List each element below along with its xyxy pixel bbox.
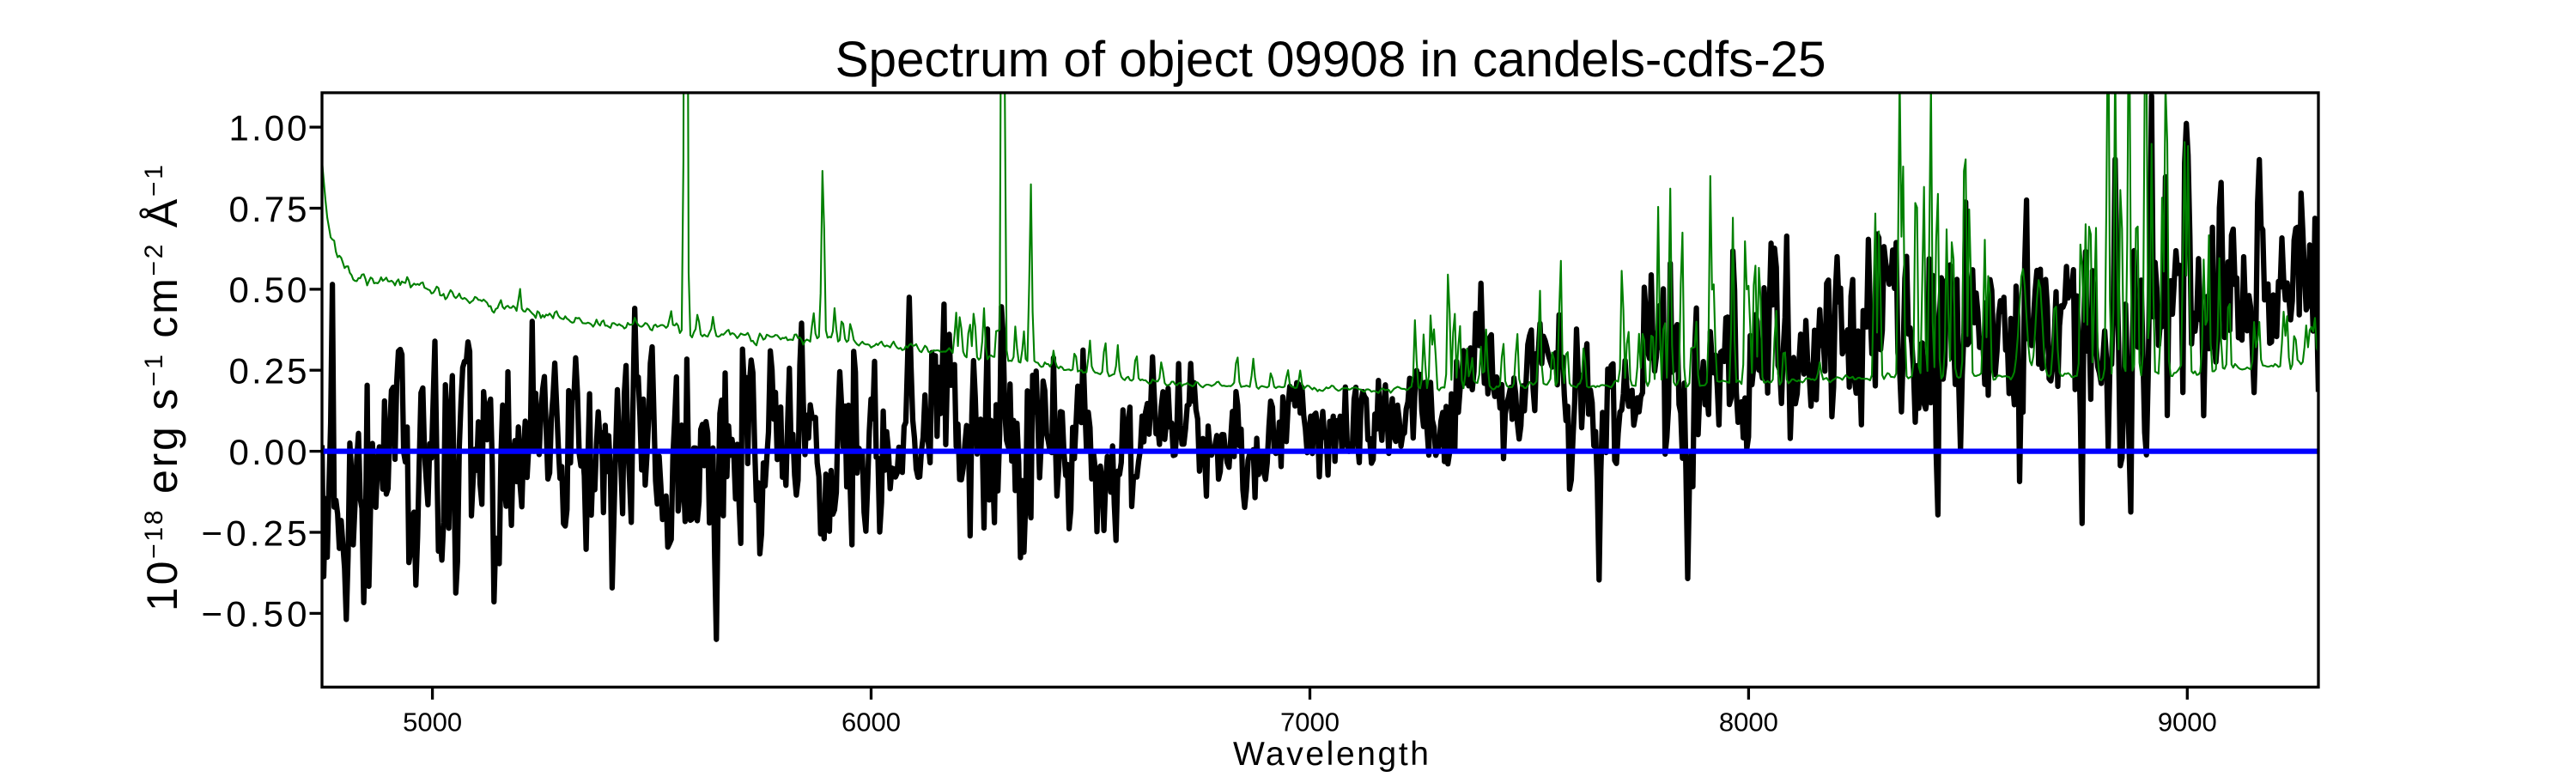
svg-text:7000: 7000 [1280,707,1340,738]
svg-text:−0.50: −0.50 [202,594,307,634]
svg-text:−0.25: −0.25 [202,513,307,553]
svg-text:6000: 6000 [841,707,901,738]
svg-text:0.00: 0.00 [229,432,307,472]
svg-text:10−18 erg s−1 cm−2 Å−1: 10−18 erg s−1 cm−2 Å−1 [138,165,186,611]
svg-text:1.00: 1.00 [229,107,307,148]
svg-text:5000: 5000 [403,707,462,738]
svg-text:0.25: 0.25 [229,351,307,392]
svg-text:9000: 9000 [2158,707,2217,738]
svg-text:0.75: 0.75 [229,189,307,229]
svg-text:Spectrum of object 09908 in ca: Spectrum of object 09908 in candels-cdfs… [835,32,1826,88]
svg-text:Wavelength: Wavelength [1233,736,1429,773]
svg-text:8000: 8000 [1719,707,1778,738]
svg-text:0.50: 0.50 [229,270,307,310]
